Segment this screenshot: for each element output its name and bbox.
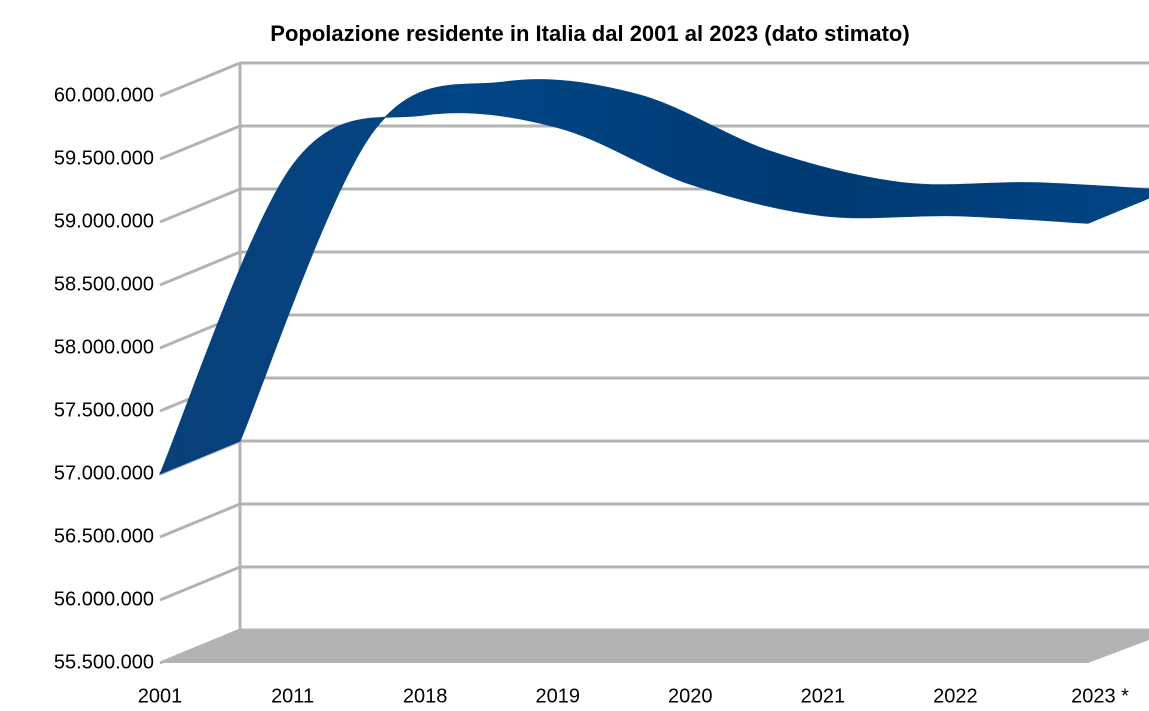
side-grid-line: [159, 124, 241, 161]
side-grid-line: [159, 61, 241, 98]
chart-title: Popolazione residente in Italia dal 2001…: [270, 21, 909, 46]
x-tick-label: 2011: [271, 685, 314, 707]
floor: [160, 630, 1149, 663]
side-grid-line: [159, 250, 241, 287]
ribbon: [159, 79, 1149, 475]
y-tick-label: 57.000.000: [54, 462, 154, 484]
x-tick-label: 2001: [138, 685, 183, 707]
side-grid-line: [159, 502, 241, 539]
y-tick-label: 56.500.000: [54, 525, 154, 547]
side-grid-line: [159, 565, 241, 602]
y-tick-label: 58.000.000: [54, 336, 154, 358]
x-tick-label: 2019: [535, 685, 580, 707]
y-tick-label: 55.500.000: [54, 651, 154, 673]
y-tick-label: 60.000.000: [54, 84, 154, 106]
y-tick-label: 59.000.000: [54, 210, 154, 232]
side-grid-line: [159, 628, 241, 665]
x-tick-label: 2023 *: [1071, 685, 1129, 707]
x-tick-label: 2020: [668, 685, 713, 707]
x-tick-label: 2018: [403, 685, 448, 707]
y-tick-label: 59.500.000: [54, 147, 154, 169]
side-grid-line: [159, 187, 241, 224]
y-tick-label: 56.000.000: [54, 588, 154, 610]
y-tick-label: 58.500.000: [54, 273, 154, 295]
x-tick-label: 2022: [933, 685, 978, 707]
y-tick-label: 57.500.000: [54, 399, 154, 421]
x-tick-label: 2021: [801, 685, 846, 707]
